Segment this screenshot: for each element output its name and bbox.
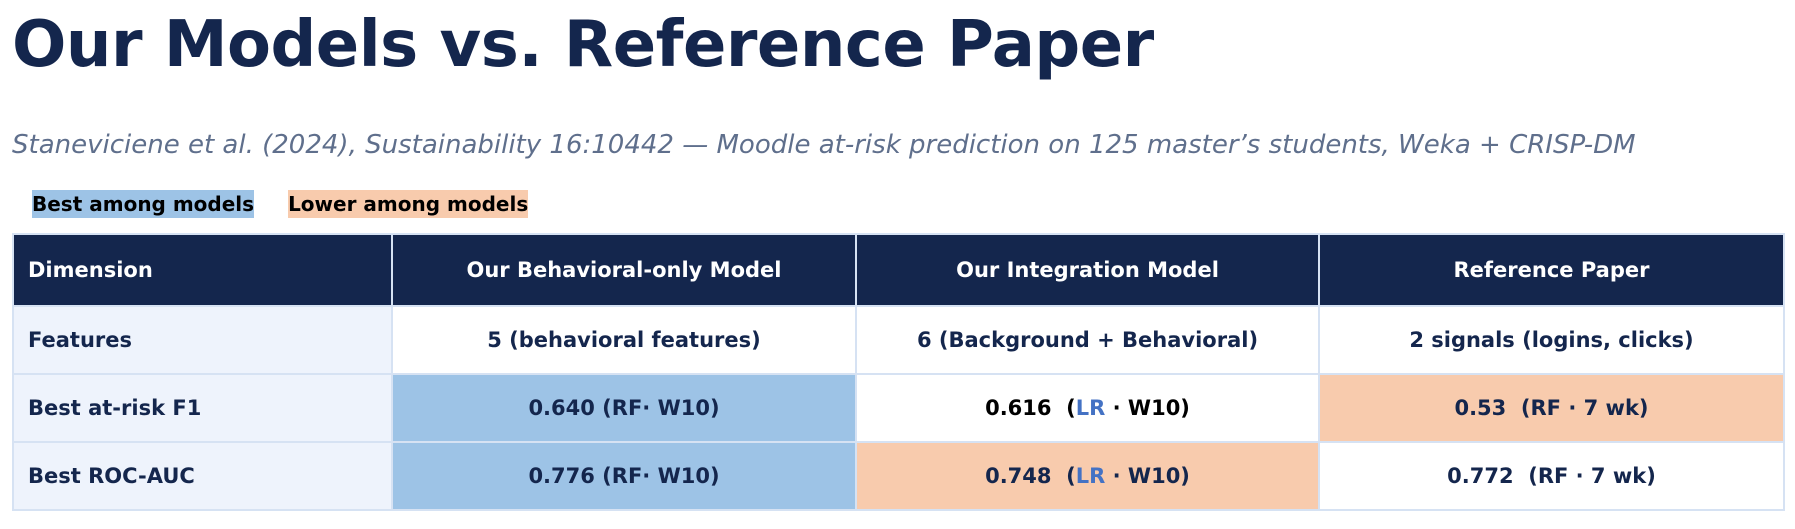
legend-item: Lower among models [288, 190, 529, 218]
row-label: Best at-risk F1 [12, 373, 393, 443]
column-header: Dimension [12, 233, 393, 307]
comparison-table: Dimension Our Behavioral-only Model Our In… [12, 233, 1785, 511]
table-cell: 2 signals (logins, clicks) [1318, 305, 1785, 375]
column-header: Our Integration Model [855, 233, 1320, 307]
table-cell: 0.640 (RF· W10) [391, 373, 857, 443]
table-cell: 0.53 (RF · 7 wk) [1318, 373, 1785, 443]
column-header: Reference Paper [1318, 233, 1785, 307]
cell-text: LR [1075, 464, 1106, 488]
table-cell: 5 (behavioral features) [391, 305, 857, 375]
cell-text: 0.776 (RF· W10) [528, 464, 720, 488]
table-row: Features 5 (behavioral features) 6 (Backgr… [12, 305, 1785, 375]
cell-text: · W10) [1105, 396, 1190, 420]
cell-text: 2 signals (logins, clicks) [1409, 328, 1694, 352]
cell-text: LR [1075, 396, 1106, 420]
legend-item: Best among models [32, 190, 255, 218]
table-cell: 0.776 (RF· W10) [391, 441, 857, 511]
table-row: Best ROC-AUC 0.776 (RF· W10) 0.748 (LR · W… [12, 441, 1785, 511]
cell-text: 6 (Background + Behavioral) [916, 328, 1259, 352]
table-cell: 0.748 (LR · W10) [855, 441, 1320, 511]
cell-text: 0.772 (RF · 7 wk) [1447, 464, 1656, 488]
table-row: Best at-risk F1 0.640 (RF· W10) 0.616 (LR … [12, 373, 1785, 443]
cell-text: 0.616 ( [985, 396, 1076, 420]
table-cell: 0.772 (RF · 7 wk) [1318, 441, 1785, 511]
title: Our Models vs. Reference Paper [12, 8, 1154, 82]
cell-text: · W10) [1105, 464, 1190, 488]
row-label: Features [12, 305, 393, 375]
header-row: Dimension Our Behavioral-only Model Our In… [12, 233, 1785, 307]
row-label: Best ROC-AUC [12, 441, 393, 511]
cell-text: 5 (behavioral features) [487, 328, 761, 352]
cell-text: 0.640 (RF· W10) [528, 396, 720, 420]
cell-text: 0.53 (RF · 7 wk) [1454, 396, 1649, 420]
subtitle: Staneviciene et al. (2024), Sustainabili… [12, 130, 1636, 160]
legend: Best among models Lower among models [32, 190, 529, 218]
cell-text: 0.748 ( [985, 464, 1076, 488]
table-cell: 0.616 (LR · W10) [855, 373, 1320, 443]
column-header: Our Behavioral-only Model [391, 233, 857, 307]
table-cell: 6 (Background + Behavioral) [855, 305, 1320, 375]
